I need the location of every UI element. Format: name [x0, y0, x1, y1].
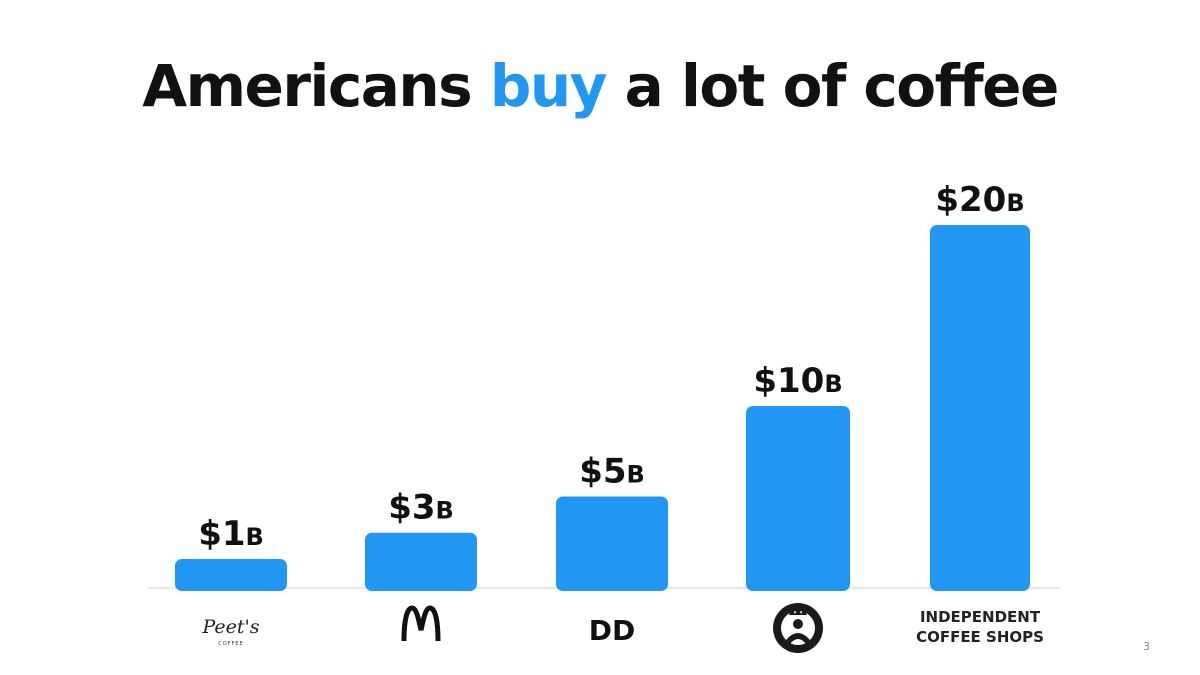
value-amount: $10 — [753, 361, 824, 401]
bar-1 — [175, 559, 287, 591]
peets-logo-icon: Peet's COFFEE — [201, 616, 259, 647]
bar-value-label-1: $1B — [198, 514, 264, 554]
value-amount: $1 — [198, 514, 245, 554]
slide-title: Americans buy a lot of coffee — [0, 52, 1200, 120]
title-highlight: buy — [489, 52, 608, 120]
value-amount: $5 — [579, 452, 626, 492]
bar-value-label-2: $3B — [388, 488, 454, 528]
value-amount: $3 — [388, 488, 435, 528]
peets-wordmark: Peet's — [201, 616, 259, 638]
bar-2 — [365, 532, 477, 591]
value-unit: B — [824, 370, 842, 398]
title-suffix: a lot of coffee — [605, 52, 1060, 120]
bar-value-label-3: $5B — [579, 452, 645, 492]
value-unit: B — [246, 523, 264, 551]
value-unit: B — [627, 461, 645, 489]
category-label-line-2: COFFEE SHOPS — [916, 628, 1044, 646]
bar-3 — [556, 496, 668, 591]
value-unit: B — [1006, 189, 1024, 217]
peets-subtext: COFFEE — [218, 641, 244, 647]
title-prefix: Americans — [142, 52, 490, 120]
bar-5 — [930, 225, 1030, 591]
bar-4 — [746, 406, 850, 591]
mcdonalds-arches-icon — [401, 605, 441, 642]
starbucks-siren-icon — [773, 603, 823, 653]
siren-face — [793, 619, 803, 629]
dd-wordmark: DD — [589, 614, 635, 647]
dunkin-dd-icon: DD — [589, 614, 635, 647]
value-amount: $20 — [935, 180, 1006, 220]
arches-path — [401, 605, 441, 642]
page-number: 3 — [1143, 640, 1150, 653]
category-label-line-1: INDEPENDENT — [920, 608, 1041, 626]
value-unit: B — [436, 497, 454, 525]
bar-value-label-4: $10B — [753, 361, 842, 401]
bar-value-label-5: $20B — [935, 180, 1024, 220]
siren-tails — [786, 633, 810, 644]
siren-crown — [789, 607, 807, 615]
